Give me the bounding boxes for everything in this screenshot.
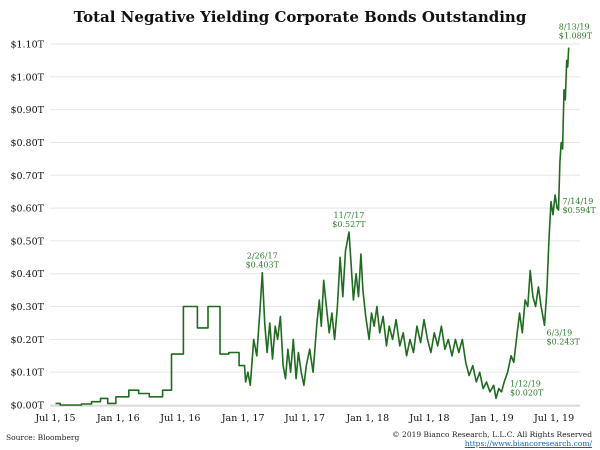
y-tick-label: $0.20T — [10, 335, 44, 346]
x-tick-label: Jul 1, 18 — [408, 413, 449, 424]
x-tick-label: Jul 1, 16 — [159, 413, 200, 424]
annotation-value: $1.089T — [559, 32, 593, 41]
y-tick-label: $0.40T — [10, 269, 44, 280]
annotation-value: $0.020T — [510, 388, 544, 397]
y-tick-label: $0.80T — [10, 138, 44, 149]
y-tick-label: $0.00T — [10, 401, 44, 412]
annotation-date: 11/7/17 — [334, 211, 365, 220]
annotation-value: $0.403T — [246, 261, 280, 270]
y-tick-label: $0.70T — [10, 171, 44, 182]
annotation-date: 1/12/19 — [510, 379, 541, 388]
annotation-value: $0.594T — [562, 206, 596, 215]
y-tick-label: $0.10T — [10, 368, 44, 379]
y-tick-label: $0.50T — [10, 236, 44, 247]
annotation-date: 8/13/19 — [559, 23, 590, 32]
y-tick-label: $1.00T — [10, 72, 44, 83]
x-tick-label: Jan 1, 18 — [345, 413, 389, 424]
annotation-date: 6/3/19 — [547, 328, 573, 337]
copyright-note: © 2019 Bianco Research, L.L.C. All Right… — [392, 430, 592, 439]
y-tick-label: $0.60T — [10, 204, 44, 215]
chart-title: Total Negative Yielding Corporate Bonds … — [73, 8, 527, 26]
y-tick-label: $0.30T — [10, 302, 44, 313]
data-line — [55, 47, 570, 406]
y-tick-label: $1.10T — [10, 40, 44, 51]
annotation-date: 2/26/17 — [247, 252, 278, 261]
x-tick-label: Jan 1, 19 — [470, 413, 514, 424]
annotation-date: 7/14/19 — [562, 197, 593, 206]
x-tick-label: Jul 1, 17 — [284, 413, 325, 424]
x-tick-label: Jan 1, 16 — [96, 413, 140, 424]
x-tick-label: Jul 1, 19 — [533, 413, 574, 424]
annotation-value: $0.527T — [332, 220, 366, 229]
x-tick-label: Jul 1, 15 — [34, 413, 75, 424]
annotation-value: $0.243T — [547, 337, 581, 346]
x-tick-label: Jan 1, 17 — [221, 413, 265, 424]
source-note: Source: Bloomberg — [6, 433, 80, 442]
website-link[interactable]: https://www.biancoresearch.com/ — [464, 439, 592, 448]
y-tick-label: $0.90T — [10, 105, 44, 116]
